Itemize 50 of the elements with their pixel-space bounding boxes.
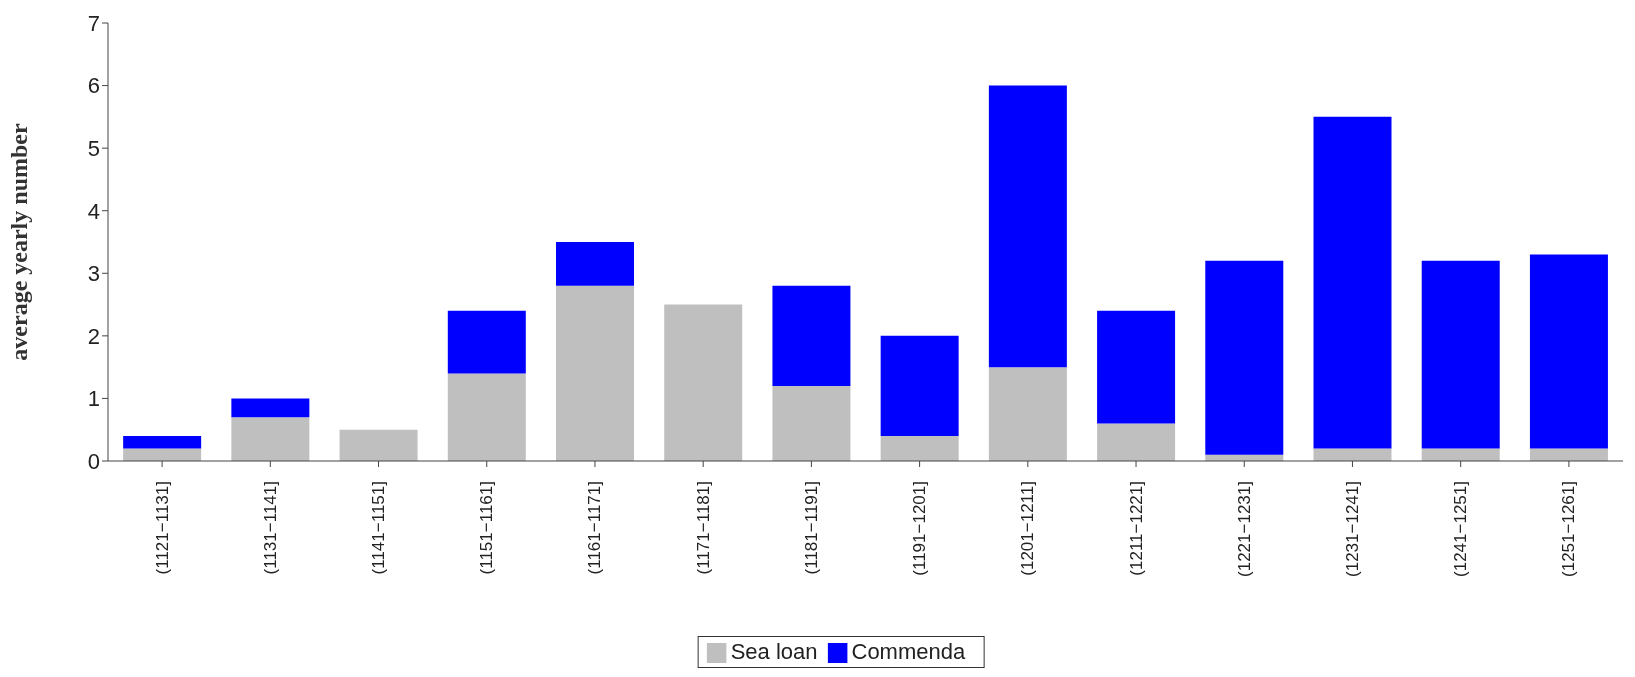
y-tick-label: 3 <box>87 261 100 287</box>
x-tick-label: (1221−1231] <box>1234 481 1254 577</box>
bar <box>1097 423 1176 461</box>
bar <box>231 398 310 418</box>
bar <box>988 367 1067 461</box>
bar <box>123 448 202 461</box>
bar <box>1313 116 1392 449</box>
y-tick-label: 4 <box>87 198 100 224</box>
x-tick-label: (1141−1151] <box>369 481 389 575</box>
x-tick-label: (1151−1161] <box>477 481 497 575</box>
bar <box>1421 448 1500 461</box>
bar <box>556 285 635 461</box>
x-tick-label: (1251−1261] <box>1559 481 1579 577</box>
x-tick-label: (1161−1171] <box>585 481 605 575</box>
bar <box>123 435 202 449</box>
x-tick-label: (1131−1141] <box>260 481 280 575</box>
bar <box>447 373 526 461</box>
y-tick-label: 1 <box>87 386 100 412</box>
bar <box>880 335 959 436</box>
bar <box>1421 260 1500 449</box>
x-tick-label: (1171−1181] <box>693 481 713 575</box>
x-tick-label: (1121−1131] <box>152 481 172 575</box>
bar <box>447 310 526 374</box>
x-tick-label: (1181−1191] <box>801 481 821 575</box>
y-tick-label: 0 <box>87 448 100 474</box>
bar <box>772 285 851 386</box>
legend-label: Commenda <box>851 639 966 664</box>
y-axis-title: average yearly number <box>5 123 32 361</box>
bar <box>1205 260 1284 455</box>
legend-label: Sea loan <box>730 639 818 664</box>
bar <box>664 304 743 461</box>
y-tick-label: 6 <box>87 73 100 99</box>
bar <box>1313 448 1392 461</box>
bar <box>556 242 635 286</box>
bar <box>880 435 959 461</box>
x-tick-label: (1211−1221] <box>1126 481 1146 576</box>
bar <box>231 417 310 461</box>
bar <box>772 385 851 461</box>
x-tick-label: (1191−1201] <box>910 481 930 576</box>
x-tick-label: (1231−1241] <box>1342 481 1362 577</box>
x-tick-label: (1201−1211] <box>1018 481 1038 576</box>
y-tick-label: 5 <box>87 135 100 161</box>
bar <box>988 85 1067 368</box>
bar <box>1529 254 1608 449</box>
bar <box>1097 310 1176 424</box>
y-tick-label: 2 <box>87 323 100 349</box>
bar <box>1529 448 1608 461</box>
bar <box>339 429 418 461</box>
x-tick-label: (1241−1251] <box>1451 481 1471 577</box>
y-tick-label: 7 <box>87 10 100 36</box>
